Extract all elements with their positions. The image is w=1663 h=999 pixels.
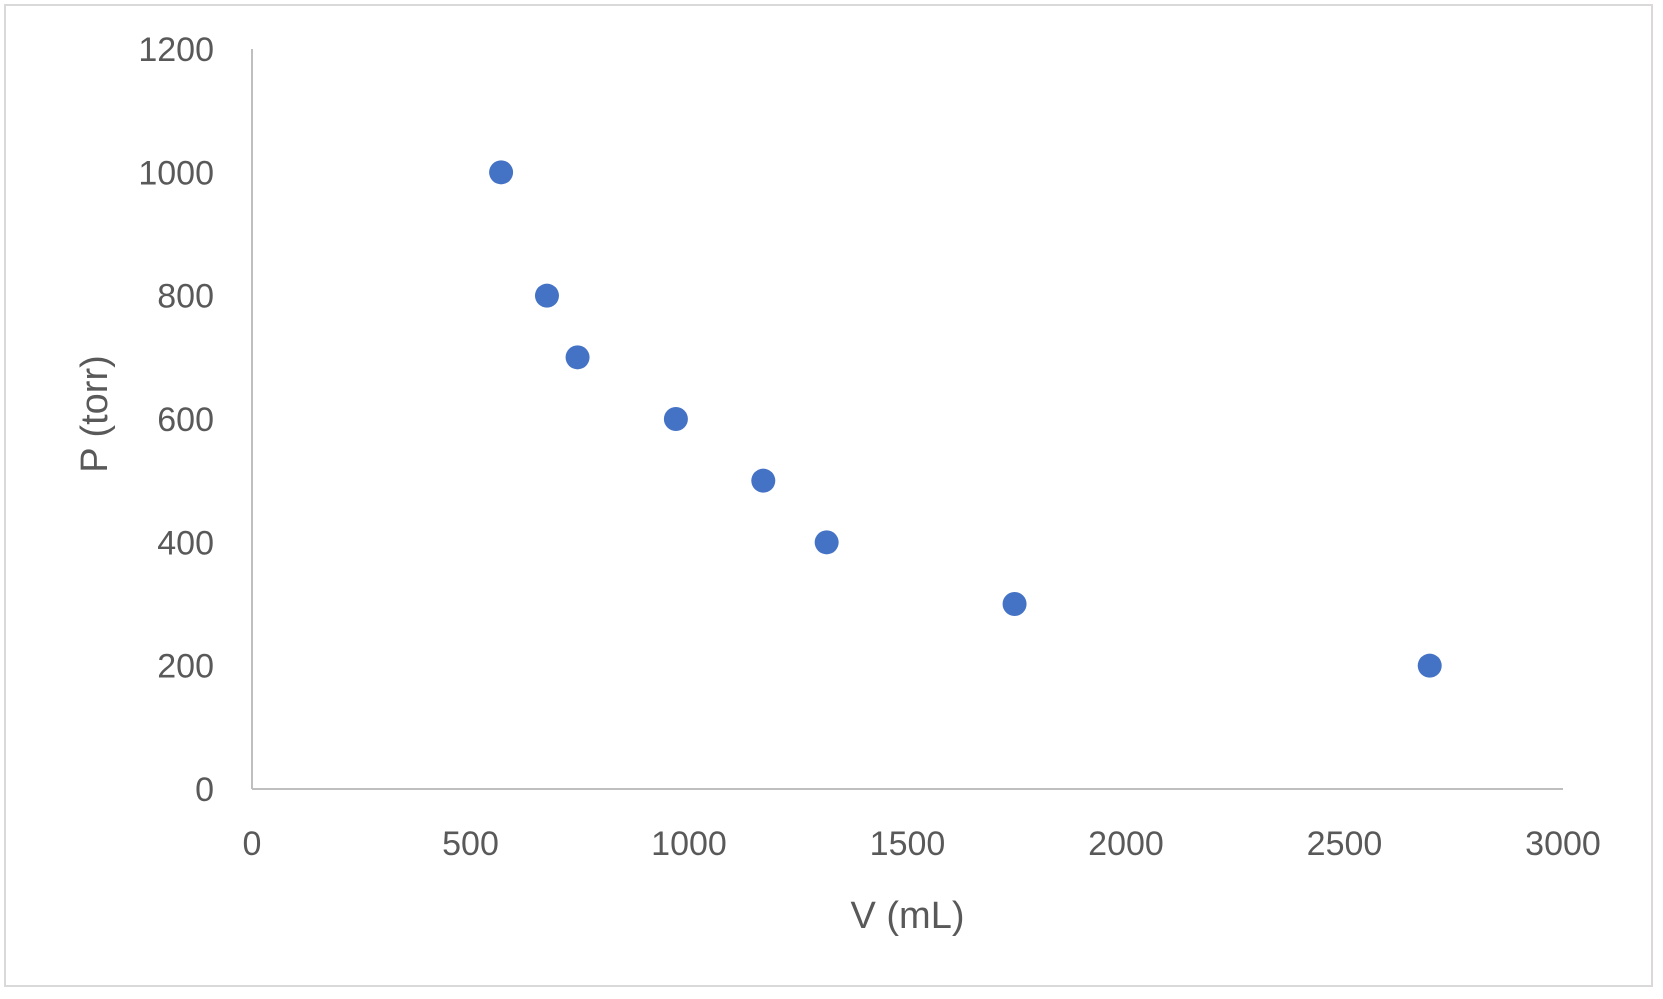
data-point bbox=[1002, 592, 1027, 616]
y-tick-label: 1200 bbox=[138, 31, 214, 69]
y-tick-label: 1000 bbox=[138, 154, 214, 192]
y-tick-labels: 0 200 400 600 800 1000 1200 bbox=[138, 31, 214, 809]
y-tick-label: 200 bbox=[157, 648, 214, 686]
x-tick-label: 2000 bbox=[1088, 825, 1164, 863]
axes bbox=[251, 49, 1563, 790]
data-point bbox=[814, 530, 839, 555]
data-point bbox=[1417, 653, 1442, 678]
x-tick-label: 1500 bbox=[870, 825, 946, 863]
data-point bbox=[565, 345, 590, 370]
y-axis-title: P (torr) bbox=[74, 355, 116, 473]
y-tick-label: 800 bbox=[157, 278, 214, 316]
data-point bbox=[663, 407, 688, 431]
data-points bbox=[489, 160, 1442, 678]
data-point bbox=[534, 283, 559, 308]
x-tick-labels: 0 500 1000 1500 2000 2500 3000 bbox=[243, 825, 1601, 863]
y-tick-label: 0 bbox=[195, 771, 214, 809]
x-tick-label: 0 bbox=[243, 825, 262, 863]
x-axis-title: V (mL) bbox=[851, 895, 965, 937]
y-tick-label: 400 bbox=[157, 524, 214, 562]
data-point bbox=[489, 160, 514, 185]
chart-frame bbox=[4, 4, 1653, 987]
y-tick-label: 600 bbox=[157, 401, 214, 439]
x-tick-label: 3000 bbox=[1525, 825, 1601, 863]
x-tick-label: 500 bbox=[442, 825, 499, 863]
x-tick-label: 1000 bbox=[651, 825, 727, 863]
x-tick-label: 2500 bbox=[1307, 825, 1383, 863]
data-point bbox=[751, 468, 776, 493]
